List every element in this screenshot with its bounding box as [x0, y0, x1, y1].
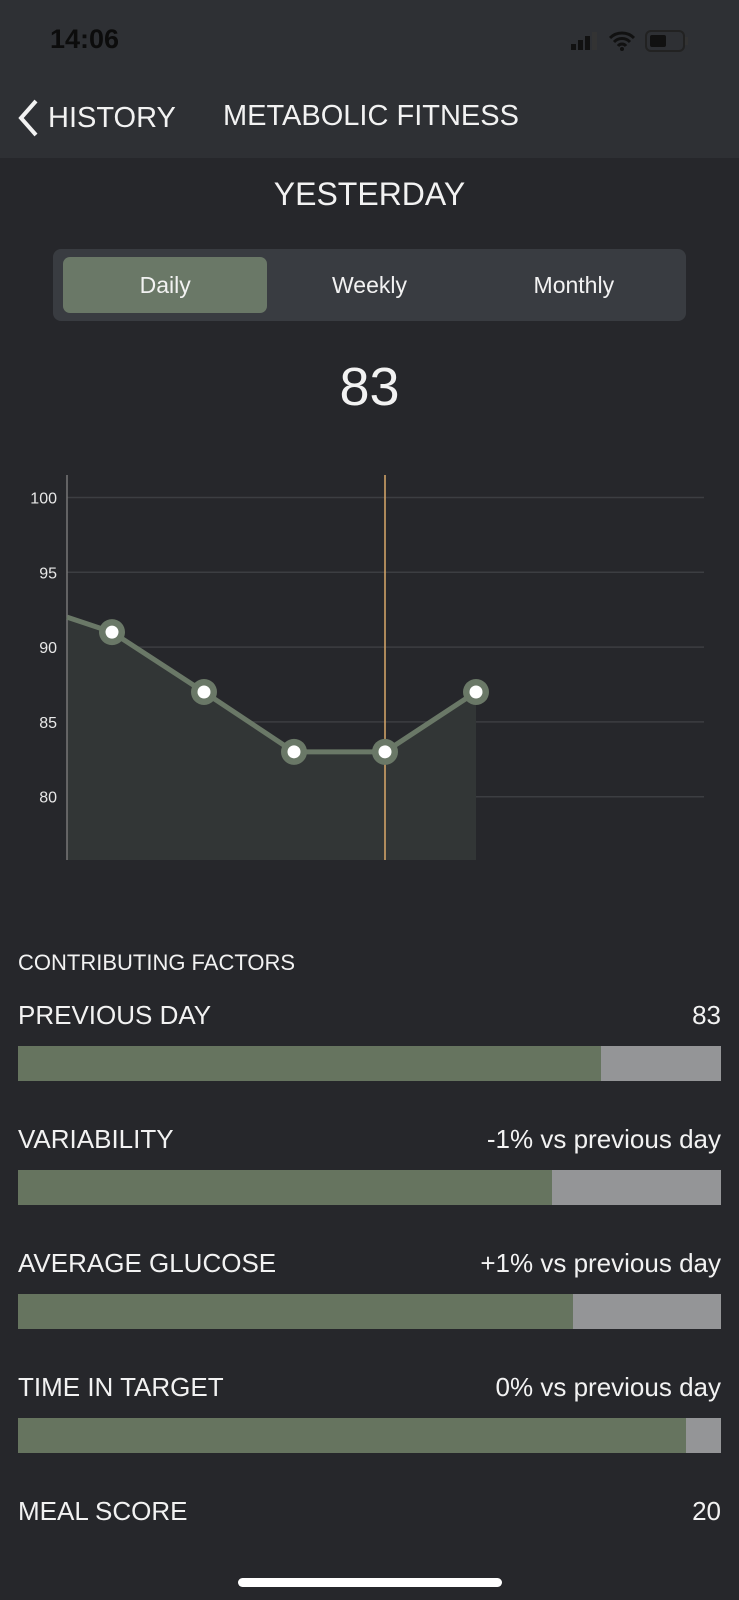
tab-monthly[interactable]: Monthly	[533, 271, 615, 298]
factor-progress-fill	[18, 1170, 553, 1205]
period-title: YESTERDAY	[273, 176, 466, 212]
data-point-center	[378, 745, 392, 759]
back-button[interactable]: HISTORY	[16, 98, 176, 138]
factor-progress-bar	[18, 1170, 721, 1205]
factor-value: 20	[692, 1496, 721, 1526]
factor-label: TIME IN TARGET	[18, 1372, 224, 1402]
period-segmented-control: Daily Weekly Monthly	[53, 249, 686, 321]
tab-daily[interactable]: Daily	[63, 257, 268, 313]
y-tick-label: 90	[39, 640, 57, 657]
data-point-center	[105, 625, 119, 639]
factor-value: -1% vs previous day	[486, 1124, 721, 1154]
factor-label: PREVIOUS DAY	[18, 1000, 212, 1030]
data-point-center	[469, 685, 483, 699]
page-title: METABOLIC FITNESS	[223, 100, 519, 132]
header	[0, 0, 739, 158]
contributing-factors-title: CONTRIBUTING FACTORS	[18, 950, 296, 975]
factor-progress-bar	[18, 1418, 721, 1453]
factor-progress-fill	[18, 1046, 602, 1081]
data-point-center	[197, 685, 211, 699]
wifi-icon	[609, 31, 635, 51]
chevron-left-icon	[18, 99, 38, 137]
factor-value: 0% vs previous day	[495, 1372, 721, 1402]
score-chart[interactable]: 7580859095100Sa, Feb 01Su, Feb 02Tu, Feb…	[0, 440, 739, 860]
signal-icon	[571, 32, 597, 50]
score-value: 83	[339, 357, 400, 417]
factor-value: 83	[692, 1000, 721, 1030]
data-point-center	[287, 745, 301, 759]
y-tick-label: 80	[39, 790, 57, 807]
factor-progress-bar	[18, 1046, 721, 1081]
factor-label: AVERAGE GLUCOSE	[18, 1248, 277, 1278]
y-tick-label: 100	[30, 490, 57, 507]
home-indicator[interactable]	[238, 1578, 502, 1587]
factor-progress-fill	[18, 1294, 574, 1329]
factor-label: VARIABILITY	[18, 1124, 174, 1154]
y-tick-label: 85	[39, 715, 57, 732]
status-icons	[571, 30, 689, 52]
y-tick-label: 95	[39, 565, 57, 582]
factor-value: +1% vs previous day	[480, 1248, 721, 1278]
status-time: 14:06	[50, 24, 120, 54]
back-label: HISTORY	[48, 101, 176, 134]
factor-progress-fill	[18, 1418, 686, 1453]
factor-progress-bar	[18, 1294, 721, 1329]
battery-icon	[645, 30, 688, 52]
factor-label: MEAL SCORE	[18, 1496, 188, 1526]
tab-weekly[interactable]: Weekly	[331, 271, 407, 298]
